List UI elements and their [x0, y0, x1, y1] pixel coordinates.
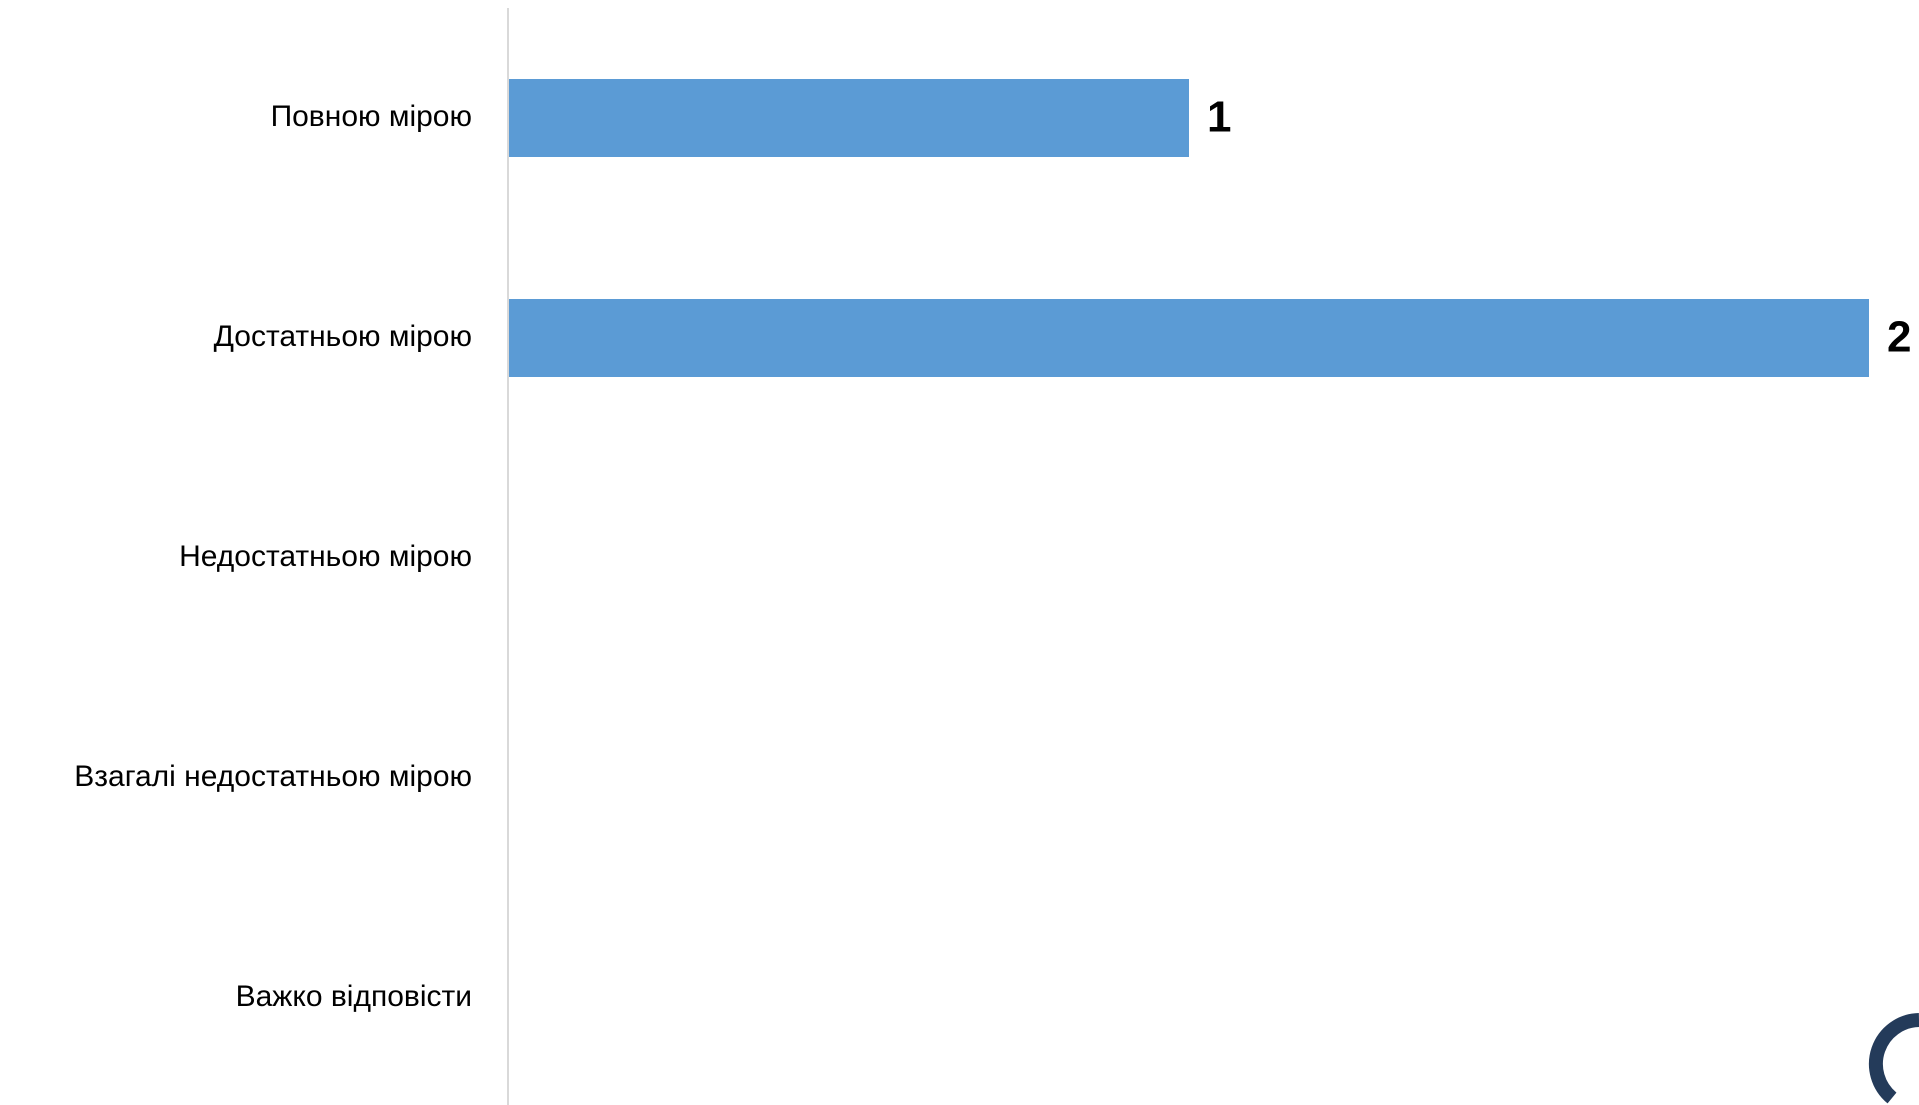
- data-labels: 12: [1207, 93, 1911, 362]
- logo-arc-fragment: [1868, 1013, 1919, 1104]
- bars: [509, 79, 1869, 377]
- category-label: Важко відповісти: [236, 980, 472, 1013]
- data-label: 2: [1887, 313, 1911, 362]
- bar: [509, 299, 1869, 377]
- category-label: Недостатньою мірою: [179, 540, 472, 573]
- data-label: 1: [1207, 93, 1231, 142]
- category-label: Достатньою мірою: [214, 320, 472, 353]
- category-label: Повною мірою: [271, 100, 472, 133]
- category-labels: Повною мірою Достатньою мірою Недостатньою…: [74, 100, 472, 1013]
- category-label: Взагалі недостатньою мірою: [74, 760, 472, 793]
- bar: [509, 79, 1189, 157]
